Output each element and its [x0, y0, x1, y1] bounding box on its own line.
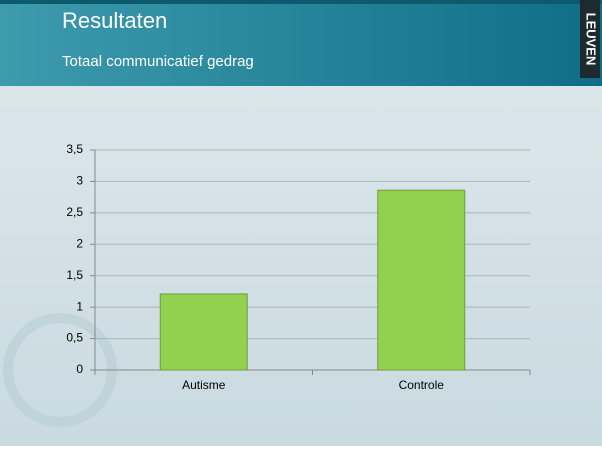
y-tick-label: 1,5	[66, 268, 83, 282]
slide-title: Resultaten	[62, 8, 167, 33]
y-tick-label: 3,5	[66, 142, 83, 156]
y-tick-label: 0	[76, 362, 83, 376]
y-tick-label: 2,5	[66, 205, 83, 219]
y-tick-label: 2	[76, 236, 83, 250]
slide-subtitle: Totaal communicatief gedrag	[62, 53, 254, 70]
y-tick-label: 0,5	[66, 331, 83, 345]
y-tick-label: 3	[76, 174, 83, 188]
slide: LEUVEN Resultaten Totaal communicatief g…	[0, 0, 602, 446]
x-tick-label: Controle	[399, 378, 445, 392]
bar	[378, 190, 465, 370]
header-top	[0, 0, 602, 4]
x-tick-label: Autisme	[182, 378, 226, 392]
logo: LEUVEN	[584, 13, 599, 66]
bar	[160, 294, 247, 370]
y-tick-label: 1	[76, 299, 83, 313]
